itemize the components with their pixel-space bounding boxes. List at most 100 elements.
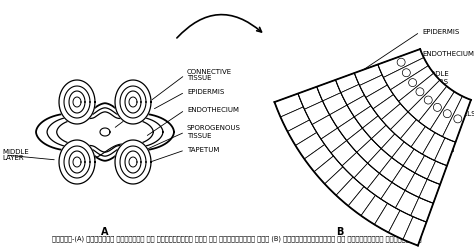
Text: ENDOTHECIUM: ENDOTHECIUM [187, 107, 239, 113]
Polygon shape [411, 126, 435, 154]
Polygon shape [368, 148, 392, 173]
Polygon shape [317, 80, 341, 101]
Polygon shape [331, 140, 357, 166]
Polygon shape [281, 107, 310, 132]
Polygon shape [115, 140, 151, 184]
Polygon shape [419, 179, 440, 203]
Polygon shape [347, 95, 371, 117]
Polygon shape [274, 94, 303, 117]
Circle shape [443, 110, 451, 118]
Polygon shape [325, 167, 353, 195]
Polygon shape [374, 203, 400, 233]
Polygon shape [336, 177, 364, 206]
Polygon shape [435, 138, 456, 166]
Polygon shape [321, 128, 346, 153]
Polygon shape [337, 117, 363, 140]
FancyArrowPatch shape [177, 14, 262, 38]
Polygon shape [363, 116, 386, 139]
Text: CONNECTIVE
TISSUE: CONNECTIVE TISSUE [187, 68, 232, 82]
Polygon shape [125, 151, 141, 173]
Polygon shape [381, 104, 408, 130]
Text: चित्र-(A) परिपक्व परागकोश की अनुप्रस्थ काट का रेखाचित्र तथा (B) लघुबीजाणुधानी का: चित्र-(A) परिपक्व परागकोश की अनुप्रस्थ क… [52, 236, 422, 242]
Polygon shape [69, 151, 85, 173]
Polygon shape [341, 84, 365, 105]
Polygon shape [64, 146, 90, 178]
Polygon shape [115, 80, 151, 124]
Text: SPOROGENOUS
TISSUE: SPOROGENOUS TISSUE [187, 126, 241, 138]
Text: MIDDLE
LAYER: MIDDLE LAYER [2, 148, 29, 162]
Text: MICROSPORE
MOTHER CELLS: MICROSPORE MOTHER CELLS [422, 104, 474, 117]
Text: TAPETUM: TAPETUM [187, 147, 219, 153]
Polygon shape [403, 217, 427, 246]
Polygon shape [380, 158, 403, 182]
Circle shape [416, 88, 424, 96]
Text: TAPETUM: TAPETUM [422, 147, 455, 153]
Polygon shape [427, 161, 447, 184]
Polygon shape [120, 146, 146, 178]
Polygon shape [410, 198, 433, 222]
Polygon shape [403, 149, 425, 173]
Polygon shape [373, 94, 401, 120]
Polygon shape [348, 186, 375, 216]
Polygon shape [336, 73, 359, 93]
Polygon shape [36, 103, 174, 161]
Polygon shape [323, 93, 347, 115]
Polygon shape [391, 66, 434, 101]
Polygon shape [419, 86, 455, 130]
Polygon shape [392, 166, 415, 190]
Text: EPIDERMIS: EPIDERMIS [187, 89, 224, 95]
Polygon shape [57, 112, 153, 152]
Polygon shape [64, 86, 90, 118]
Circle shape [402, 69, 410, 77]
Polygon shape [304, 144, 334, 172]
Polygon shape [329, 105, 354, 128]
Polygon shape [120, 86, 146, 118]
Circle shape [424, 96, 432, 104]
Polygon shape [359, 75, 387, 98]
Polygon shape [392, 142, 414, 166]
Polygon shape [383, 58, 428, 90]
Polygon shape [405, 173, 427, 198]
Polygon shape [314, 156, 343, 184]
Polygon shape [357, 139, 381, 163]
Polygon shape [367, 173, 392, 199]
Polygon shape [69, 91, 85, 113]
Polygon shape [295, 132, 325, 159]
Text: ENDOTHECIUM: ENDOTHECIUM [422, 51, 474, 57]
Polygon shape [354, 163, 380, 189]
Polygon shape [361, 195, 388, 224]
Text: A: A [101, 227, 109, 237]
Polygon shape [389, 210, 413, 240]
Polygon shape [381, 182, 405, 208]
Polygon shape [366, 85, 393, 109]
Polygon shape [47, 108, 163, 156]
Circle shape [433, 104, 441, 112]
Polygon shape [59, 140, 95, 184]
Polygon shape [288, 120, 317, 146]
Circle shape [397, 58, 405, 66]
Text: MIDDLE
LAYERS: MIDDLE LAYERS [422, 72, 449, 85]
Polygon shape [415, 156, 436, 179]
Polygon shape [391, 112, 417, 139]
Polygon shape [354, 106, 378, 128]
Polygon shape [125, 91, 141, 113]
Circle shape [454, 115, 462, 123]
Polygon shape [355, 64, 382, 86]
Polygon shape [408, 80, 447, 122]
Polygon shape [312, 115, 337, 139]
Polygon shape [401, 120, 426, 147]
Polygon shape [378, 49, 424, 78]
Circle shape [409, 78, 417, 86]
Polygon shape [422, 132, 445, 160]
Polygon shape [395, 190, 419, 216]
Polygon shape [342, 152, 368, 178]
Polygon shape [346, 128, 372, 152]
Polygon shape [372, 125, 395, 148]
Text: EPIDERMIS: EPIDERMIS [422, 29, 459, 35]
Polygon shape [430, 92, 463, 136]
Polygon shape [298, 87, 323, 109]
Polygon shape [443, 96, 471, 142]
Polygon shape [399, 73, 440, 112]
Text: B: B [337, 227, 344, 237]
Polygon shape [381, 134, 404, 158]
